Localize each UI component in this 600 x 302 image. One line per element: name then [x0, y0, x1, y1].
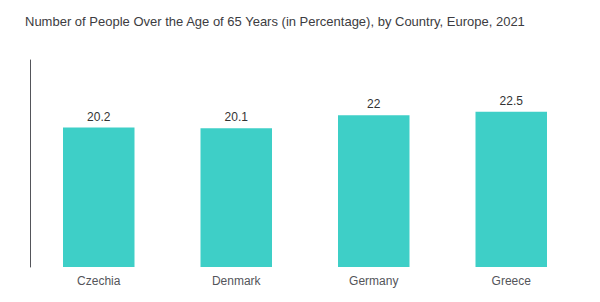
- svg-text:Czechia: Czechia: [77, 274, 121, 288]
- svg-text:Denmark: Denmark: [212, 274, 262, 288]
- svg-text:Germany: Germany: [349, 274, 398, 288]
- svg-text:20.2: 20.2: [87, 110, 111, 124]
- svg-text:22.5: 22.5: [500, 94, 524, 108]
- svg-text:22: 22: [367, 97, 381, 111]
- svg-text:20.1: 20.1: [225, 110, 249, 124]
- svg-text:Greece: Greece: [492, 274, 532, 288]
- svg-text:Number of People Over the Age: Number of People Over the Age of 65 Year…: [25, 14, 525, 29]
